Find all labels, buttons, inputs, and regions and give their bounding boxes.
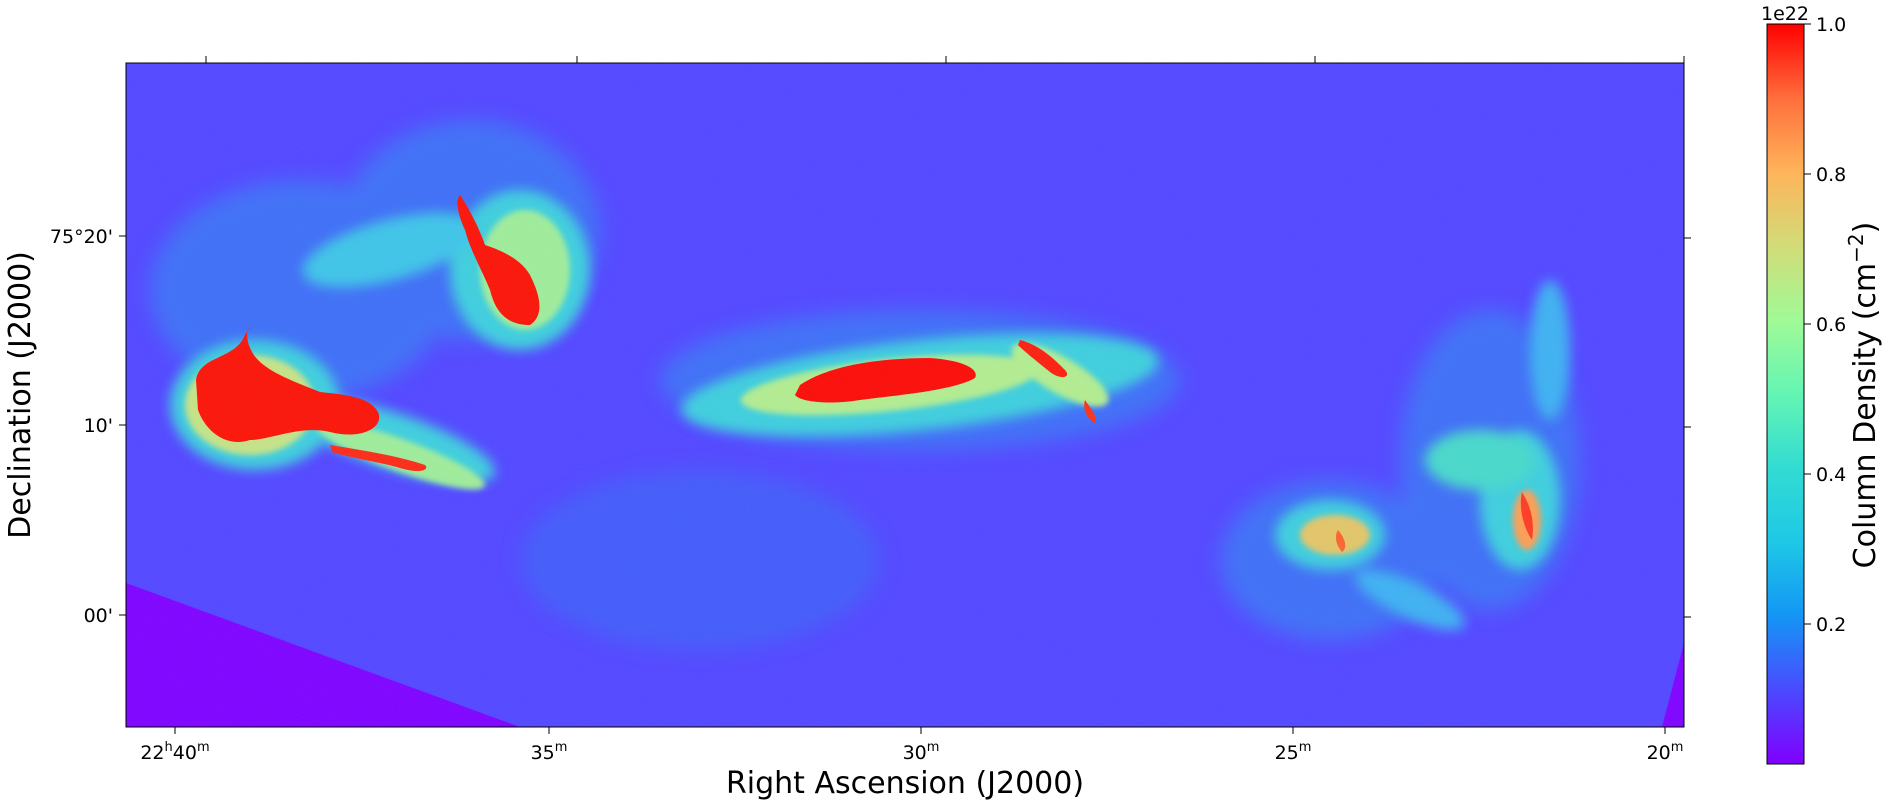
y-tick-marks — [119, 235, 1691, 618]
colorbar-gradient — [1767, 24, 1804, 764]
y-axis-label: Declination (J2000) — [3, 251, 38, 539]
x-tick-label-35m: 35m — [531, 740, 568, 764]
colorbar-multiplier: 1e22 — [1761, 3, 1809, 25]
x-tick-labels: 22h40m 35m 30m 25m 20m — [140, 740, 1683, 764]
x-tick-label-30m: 30m — [903, 740, 940, 764]
colorbar-tick-0-6: 0.6 — [1816, 314, 1846, 336]
y-tick-label-00: 00' — [84, 605, 113, 627]
colorbar-tick-0-8: 0.8 — [1816, 164, 1846, 186]
colorbar-tick-0-4: 0.4 — [1816, 464, 1846, 486]
y-tick-labels: 75°20' 10' 00' — [50, 226, 113, 627]
column-density-map — [126, 63, 1684, 727]
y-tick-label-10: 10' — [84, 415, 113, 437]
x-tick-label-25m: 25m — [1275, 740, 1312, 764]
map-frame — [125, 62, 1685, 728]
x-tick-label-22h40m: 22h40m — [140, 740, 209, 764]
colorbar-tick-0-2: 0.2 — [1816, 614, 1846, 636]
y-tick-label-75-20: 75°20' — [50, 226, 113, 248]
colorbar-label: Column Density (cm−2) — [1844, 222, 1883, 569]
x-axis-label: Right Ascension (J2000) — [726, 766, 1084, 801]
x-tick-label-20m: 20m — [1647, 740, 1684, 764]
x-tick-marks — [174, 56, 1685, 734]
colorbar-tick-1-0: 1.0 — [1816, 14, 1846, 36]
colorbar: 1e22 0.2 0.4 0.6 0.8 1.0 Column Density … — [1761, 3, 1883, 765]
